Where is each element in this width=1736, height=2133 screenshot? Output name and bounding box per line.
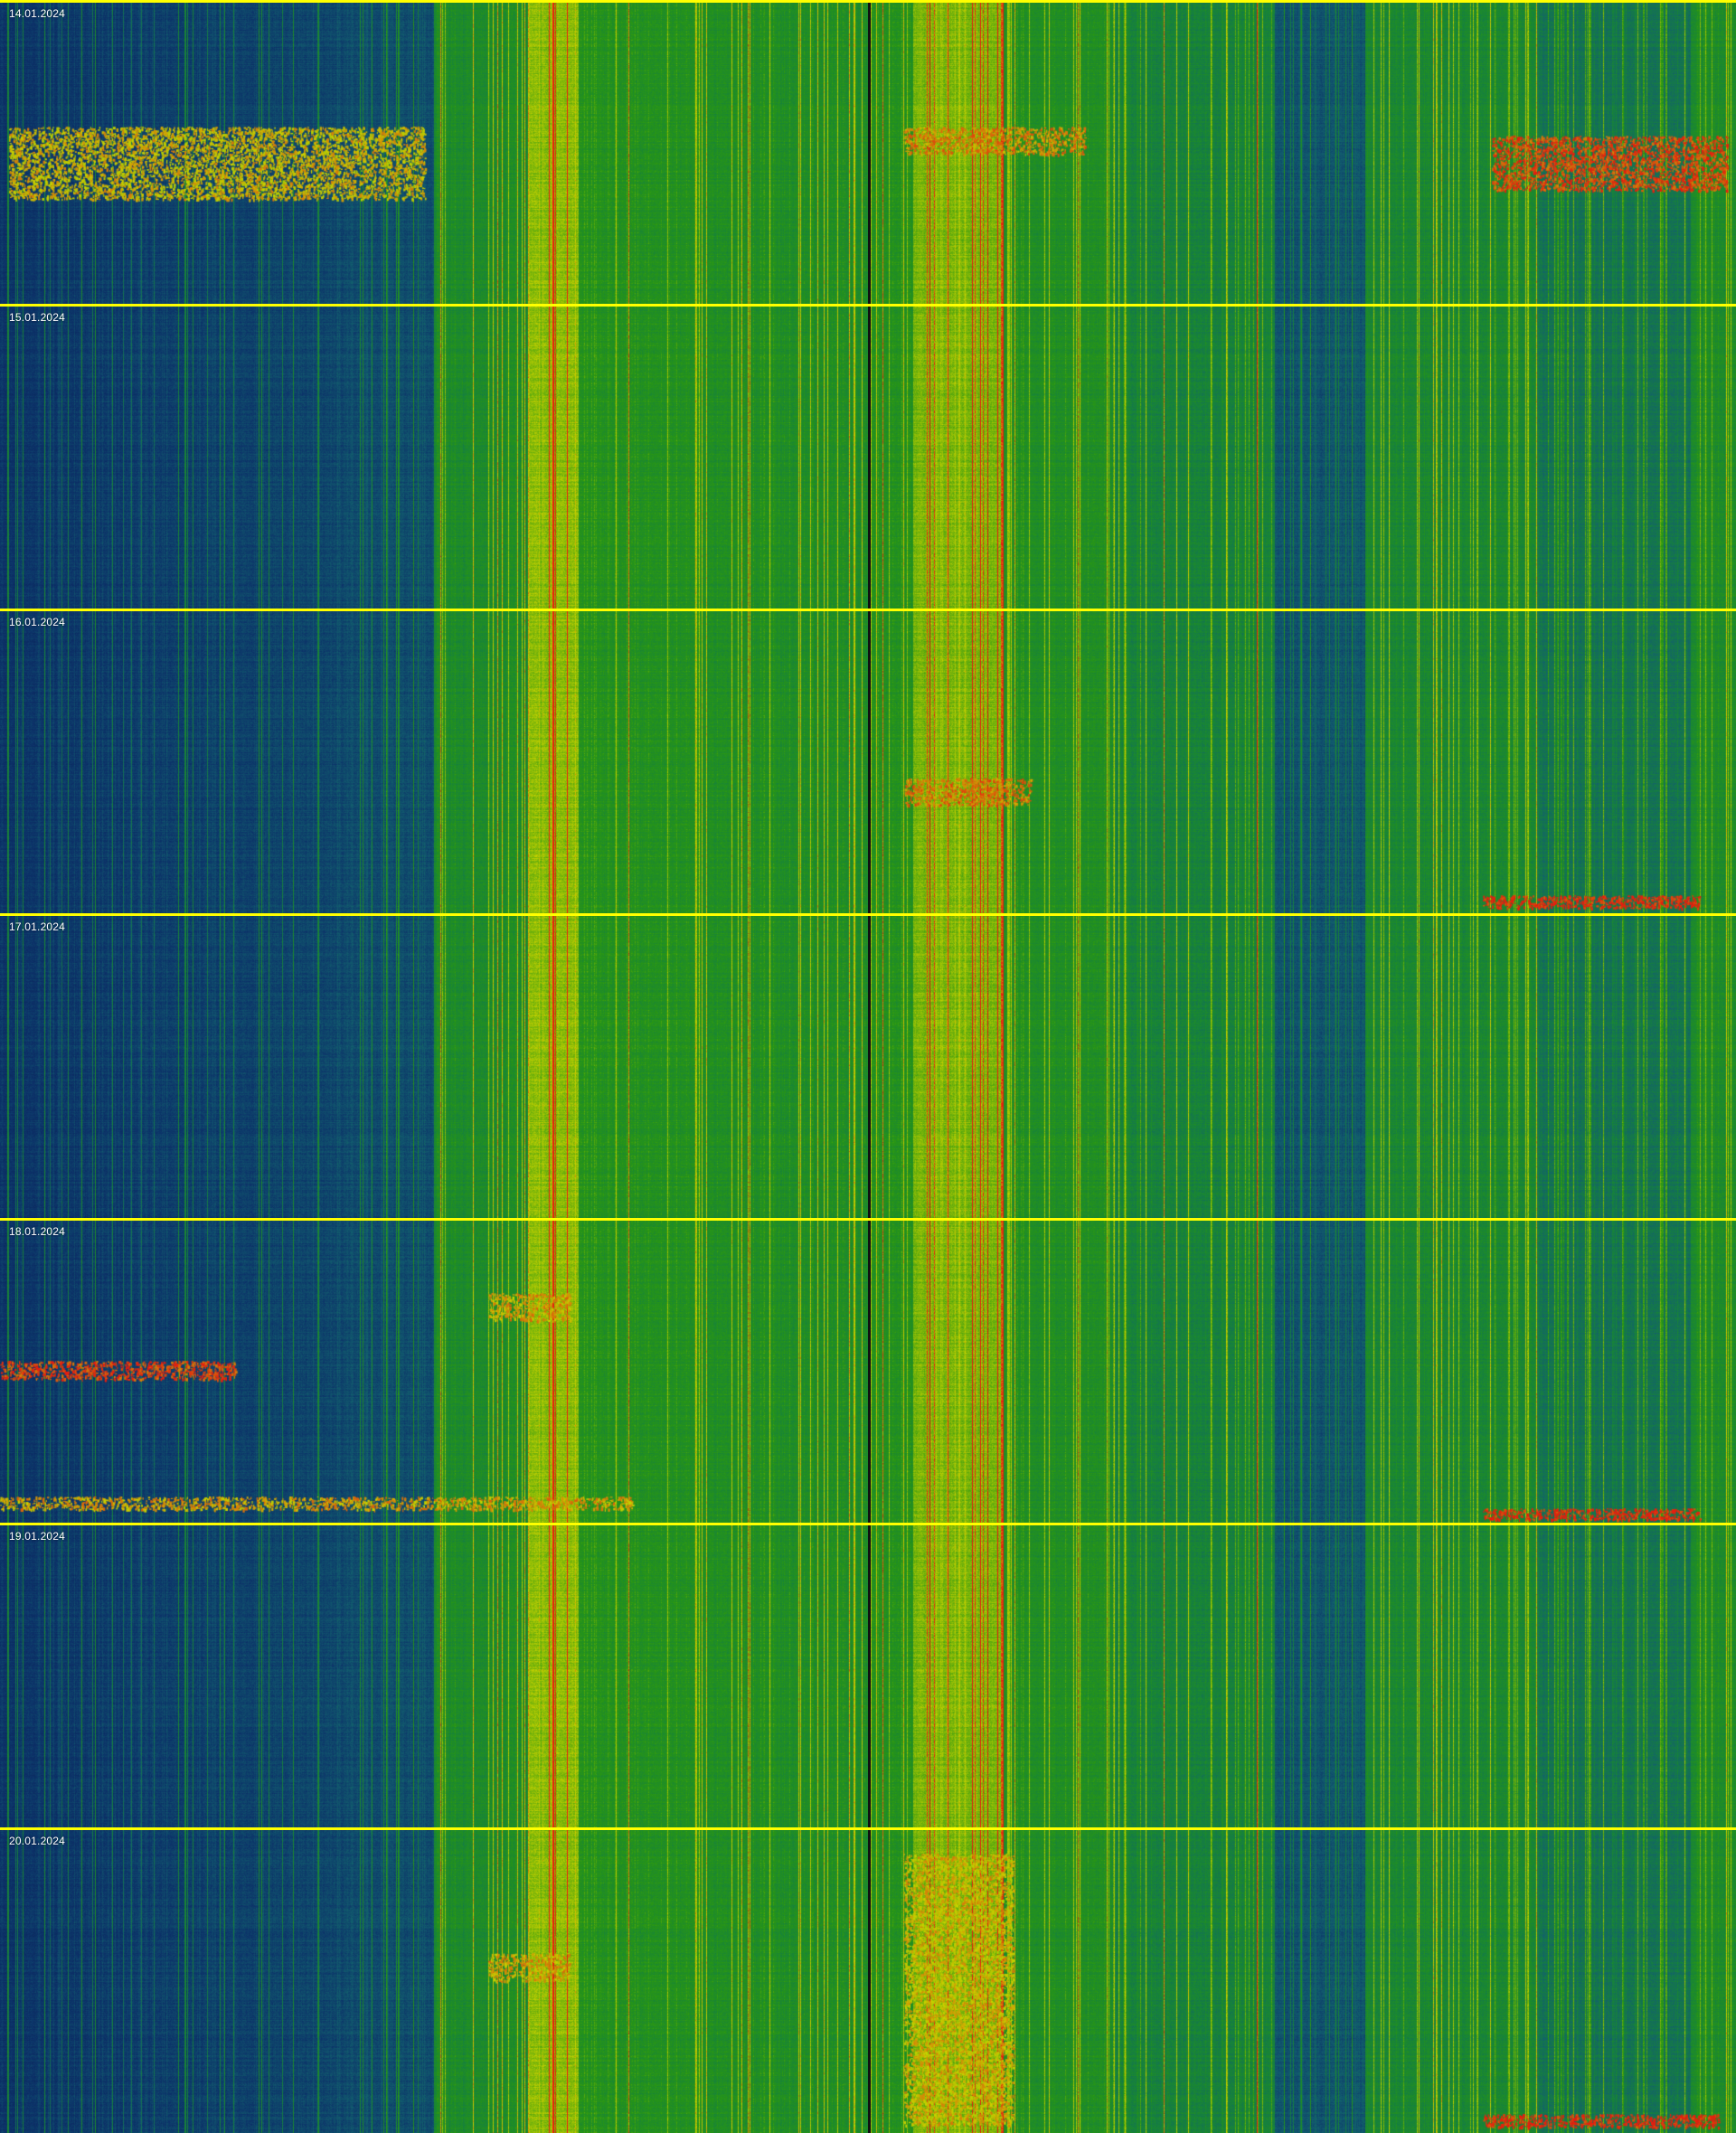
center-divider xyxy=(868,0,871,2133)
